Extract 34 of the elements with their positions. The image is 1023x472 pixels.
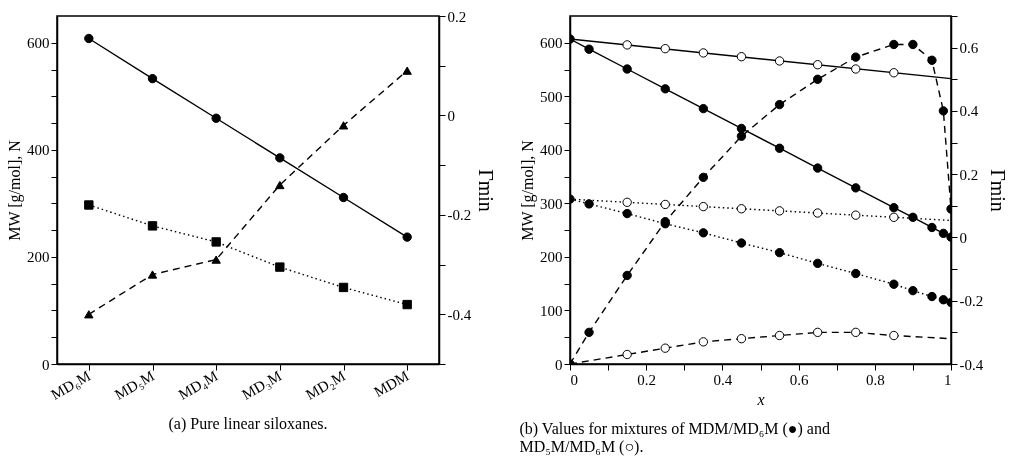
y-tick-label: 0 <box>555 356 563 373</box>
y2-tick-label: 0.6 <box>959 40 979 57</box>
y-tick-label: 600 <box>27 35 50 52</box>
y-tick-label: 100 <box>540 302 563 319</box>
y2-tick-label: -0.4 <box>959 356 984 373</box>
x-tick-label: 0.4 <box>713 371 733 388</box>
text: (b) Values for mixtures of MDM/MD₆M (●) and MD₅M/MD₆M (○). <box>519 420 830 456</box>
y2-tick-label: -0.4 <box>447 306 472 323</box>
y2-tick-label: 0.2 <box>959 166 979 183</box>
text: (a) Pure linear siloxanes. <box>168 415 328 434</box>
y-axis-title: MW [g/mol], N <box>6 139 24 241</box>
x-tick-label: 0.6 <box>789 371 809 388</box>
x-tick-label: 0 <box>570 371 578 388</box>
x-tick-label: 1 <box>944 371 952 388</box>
y2-tick-label: -0.2 <box>959 293 984 310</box>
y-tick-label: 200 <box>540 249 563 266</box>
y-axis-title: MW [g/mol], N <box>519 139 537 241</box>
x-tick-label: 0.8 <box>865 371 885 388</box>
y-tick-label: 0 <box>42 356 50 373</box>
y-tick-label: 500 <box>540 88 563 105</box>
y2-tick-label: 0.2 <box>447 8 467 25</box>
y-tick-label: 600 <box>540 35 563 52</box>
y-tick-label: 200 <box>27 249 50 266</box>
x-tick-label: 0.2 <box>637 371 657 388</box>
y-tick-label: 400 <box>27 142 50 159</box>
y2-axis-title: Γmin <box>475 169 498 212</box>
y2-axis-title: Γmin <box>987 169 1010 212</box>
y2-tick-label: 0 <box>447 107 455 124</box>
y2-tick-label: -0.2 <box>447 207 472 224</box>
y2-tick-label: 0.4 <box>959 103 979 120</box>
y2-tick-label: 0 <box>959 229 967 246</box>
y-tick-label: 400 <box>540 142 563 159</box>
x-axis-title: x <box>756 390 765 408</box>
y-tick-label: 300 <box>540 195 563 212</box>
